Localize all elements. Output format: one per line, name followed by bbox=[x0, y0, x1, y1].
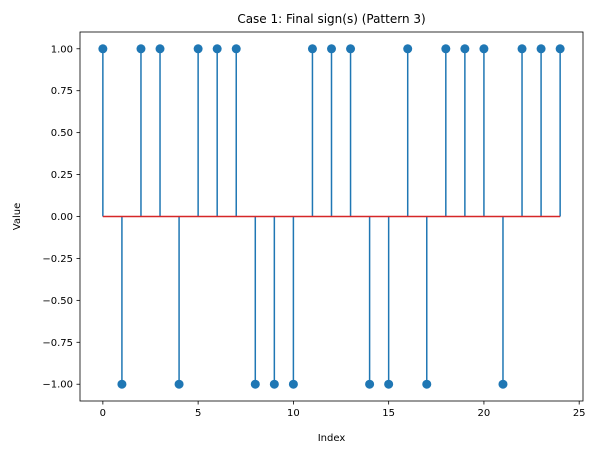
stem-marker bbox=[98, 44, 108, 54]
y-tick-label: −0.50 bbox=[42, 296, 73, 307]
stem-marker bbox=[441, 44, 451, 54]
y-tick-label: 0.75 bbox=[51, 86, 73, 97]
stem-marker bbox=[536, 44, 546, 54]
stem-marker bbox=[269, 379, 279, 389]
y-axis-label: Value bbox=[12, 203, 23, 230]
stem-marker bbox=[403, 44, 413, 54]
stem-marker bbox=[422, 379, 432, 389]
y-tick-label: 0.25 bbox=[51, 170, 73, 181]
stem-marker bbox=[517, 44, 527, 54]
chart-title: Case 1: Final sign(s) (Pattern 3) bbox=[237, 12, 425, 26]
x-tick-label: 10 bbox=[287, 408, 300, 419]
x-tick-label: 15 bbox=[382, 408, 395, 419]
x-tick-label: 0 bbox=[100, 408, 106, 419]
x-tick-label: 20 bbox=[478, 408, 491, 419]
stem-marker bbox=[327, 44, 336, 54]
stem-marker bbox=[193, 44, 203, 54]
y-tick-label: −0.75 bbox=[42, 338, 73, 349]
stem-marker bbox=[231, 44, 241, 54]
stem-marker bbox=[479, 44, 489, 54]
x-tick-label: 25 bbox=[573, 408, 586, 419]
stem-marker bbox=[117, 379, 127, 389]
stem-marker bbox=[136, 44, 146, 54]
stem-marker bbox=[174, 379, 184, 389]
y-tick-label: 1.00 bbox=[51, 44, 73, 55]
stem-marker bbox=[498, 379, 508, 389]
y-tick-label: 0.50 bbox=[51, 128, 73, 139]
stem-marker bbox=[288, 379, 298, 389]
x-axis-label: Index bbox=[318, 433, 346, 444]
plot-area: 0 5 10 15 20 25 −1.00 −0.75 −0.50 −0.25 0.00 0.25 0.… bbox=[42, 31, 586, 419]
stem-marker bbox=[384, 379, 394, 389]
stem-marker bbox=[365, 379, 375, 389]
stem-marker bbox=[555, 44, 565, 54]
stem-marker bbox=[155, 44, 165, 54]
x-tick-label: 5 bbox=[195, 408, 201, 419]
y-tick-label: −1.00 bbox=[42, 380, 73, 391]
stem-marker bbox=[460, 44, 470, 54]
stem-marker bbox=[346, 44, 356, 54]
y-tick-label: 0.00 bbox=[51, 212, 73, 223]
stem-marker bbox=[250, 379, 260, 389]
y-tick-label: −0.25 bbox=[42, 254, 73, 265]
stem-marker bbox=[212, 44, 222, 54]
stem-marker bbox=[307, 44, 317, 54]
